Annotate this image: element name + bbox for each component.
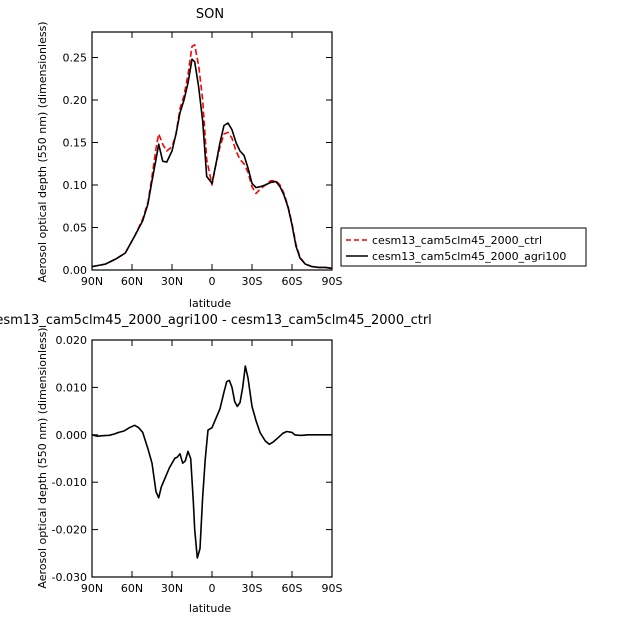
y-tick-label-1-0: 0.020 bbox=[56, 334, 88, 347]
legend-label-ctrl: cesm13_cam5clm45_2000_ctrl bbox=[372, 234, 542, 247]
x-tick-label-1-2: 30N bbox=[161, 582, 183, 595]
plot-frame-0 bbox=[91, 31, 333, 271]
x-tick-label-0-5: 60S bbox=[282, 275, 303, 288]
series-line-0-0 bbox=[91, 43, 333, 270]
y-tick-label-1-5: -0.030 bbox=[52, 571, 87, 584]
chart-diff-title: cesm13_cam5clm45_2000_agri100 - cesm13_c… bbox=[0, 313, 432, 328]
chart-diff: cesm13_cam5clm45_2000_agri100 - cesm13_c… bbox=[0, 313, 432, 615]
y-tick-label-1-3: -0.010 bbox=[52, 476, 87, 489]
chart-son-ylabel: Aerosol optical depth (550 nm) (dimensio… bbox=[36, 21, 49, 282]
x-tick-label-0-1: 60N bbox=[121, 275, 143, 288]
x-tick-label-1-4: 30S bbox=[242, 582, 263, 595]
series-line-1-0 bbox=[91, 365, 332, 559]
x-tick-label-1-3: 0 bbox=[209, 582, 216, 595]
x-tick-label-1-1: 60N bbox=[121, 582, 143, 595]
legend-label-agri100: cesm13_cam5clm45_2000_agri100 bbox=[372, 250, 566, 263]
x-tick-label-0-6: 90S bbox=[322, 275, 343, 288]
y-tick-label-1-4: -0.020 bbox=[52, 524, 87, 537]
chart-son-xlabel: latitude bbox=[189, 297, 231, 310]
legend-box bbox=[340, 227, 587, 267]
y-tick-label-0-3: 0.15 bbox=[63, 137, 88, 150]
x-tick-label-0-0: 90N bbox=[81, 275, 103, 288]
y-tick-label-0-0: 0.00 bbox=[63, 264, 88, 277]
x-tick-label-1-5: 60S bbox=[282, 582, 303, 595]
legend: cesm13_cam5clm45_2000_ctrl cesm13_cam5cl… bbox=[340, 227, 587, 267]
y-tick-label-0-4: 0.20 bbox=[63, 94, 88, 107]
chart-son-plot: 90N 60N 30N 0 30S 60S 90S 0.00 0.05 0.10 0.15 0.20 0… bbox=[63, 31, 343, 288]
x-tick-label-0-3: 0 bbox=[209, 275, 216, 288]
x-tick-label-0-2: 30N bbox=[161, 275, 183, 288]
plot-frame-1 bbox=[91, 339, 333, 578]
y-tick-label-0-5: 0.25 bbox=[63, 52, 88, 65]
x-tick-label-0-4: 30S bbox=[242, 275, 263, 288]
series-line-0-1 bbox=[91, 58, 333, 270]
chart-diff-ylabel: Aerosol optical depth (550 nm) (dimensio… bbox=[36, 327, 49, 588]
y-tick-label-1-2: 0.000 bbox=[56, 429, 88, 442]
x-tick-label-1-6: 90S bbox=[322, 582, 343, 595]
chart-son-title: SON bbox=[196, 7, 224, 22]
y-tick-label-0-1: 0.05 bbox=[63, 222, 88, 235]
x-tick-label-1-0: 90N bbox=[81, 582, 103, 595]
y-tick-label-0-2: 0.10 bbox=[63, 179, 88, 192]
chart-diff-xlabel: latitude bbox=[189, 602, 231, 615]
y-tick-label-1-1: 0.010 bbox=[56, 381, 88, 394]
chart-son: SON 90N 60N 30N 0 30S 60S 90S 0.00 0.05 0.10 0.15 0… bbox=[36, 7, 587, 310]
chart-diff-plot: 90N 60N 30N 0 30S 60S 90S 0.020 0.010 0.000 -0.010… bbox=[52, 334, 343, 595]
